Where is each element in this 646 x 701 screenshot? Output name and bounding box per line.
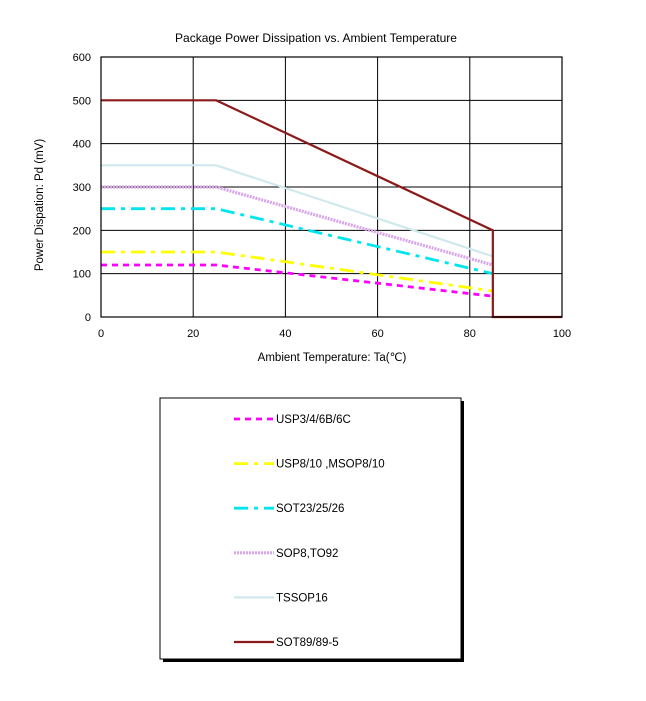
legend-label-sot23-25-26: SOT23/25/26	[276, 503, 344, 515]
x-tick-label: 0	[98, 328, 104, 340]
chart-title: Package Power Dissipation vs. Ambient Te…	[175, 31, 457, 45]
series-line-tssop16	[101, 164, 494, 258]
y-tick-label: 600	[73, 52, 91, 64]
series-line-usp3-4-6b-6c	[101, 263, 494, 298]
series-line-sot23-25-26	[101, 207, 494, 276]
y-tick-label: 500	[73, 95, 91, 107]
series-line-usp8-10-msop8-10	[101, 250, 494, 293]
y-tick-label: 0	[85, 312, 91, 324]
y-tick-label: 200	[73, 225, 91, 237]
legend-box	[159, 397, 462, 660]
x-tick-label: 100	[553, 328, 571, 340]
axis-ticks: 0 20 40 60 80 100 0 100 200 300 400 500 600	[73, 52, 572, 340]
series-lines	[101, 99, 562, 319]
x-tick-label: 60	[371, 328, 383, 340]
legend-label-sot89-89-5: SOT89/89-5	[276, 637, 339, 649]
legend-label-tssop16: TSSOP16	[276, 592, 328, 604]
series-line-sop8-to92	[101, 185, 494, 267]
legend-label-sop8-to92: SOP8,TO92	[276, 548, 338, 560]
y-tick-label: 400	[73, 139, 91, 151]
legend-label-usp8-10-msop8-10: USP8/10 ,MSOP8/10	[276, 459, 385, 471]
legend-label-usp3-4-6b-6c: USP3/4/6B/6C	[276, 414, 351, 426]
plot-frame	[100, 56, 563, 318]
y-tick-label: 100	[73, 269, 91, 281]
y-axis-label: Power Dispation: Pd (mV)	[34, 139, 46, 271]
y-tick-label: 300	[73, 182, 91, 194]
legend: USP3/4/6B/6C USP8/10 ,MSOP8/10 SOT23/25/26…	[159, 397, 464, 662]
x-tick-label: 40	[279, 328, 291, 340]
x-axis-label: Ambient Temperature: Ta(℃)	[258, 352, 407, 364]
x-tick-label: 80	[464, 328, 476, 340]
x-tick-label: 20	[187, 328, 199, 340]
